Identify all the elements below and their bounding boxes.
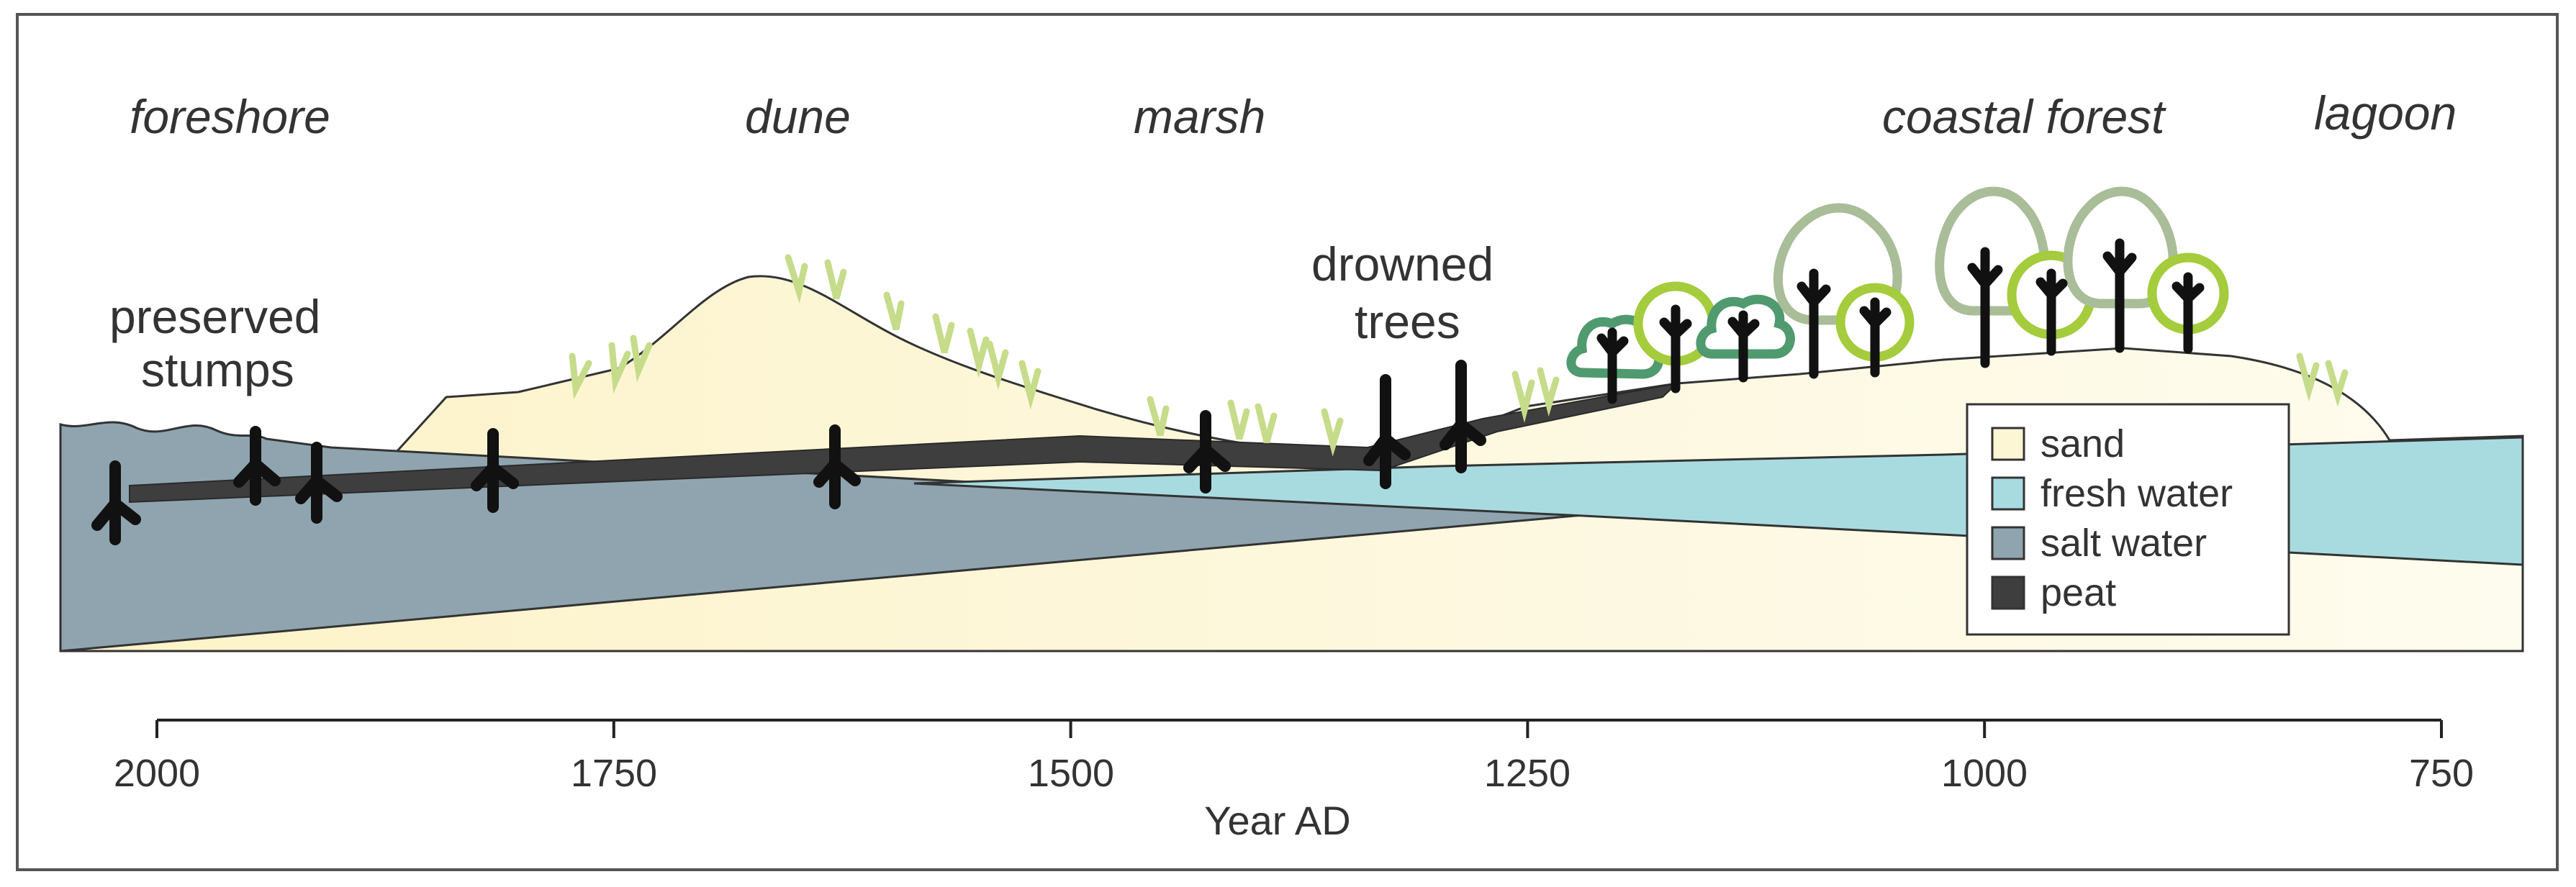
stump-icon xyxy=(1183,410,1231,493)
axis-tick-marks xyxy=(155,720,2443,738)
trunk-icon xyxy=(1596,327,1629,404)
grass-icon xyxy=(608,342,631,394)
grass-icon xyxy=(1321,408,1344,457)
trunk-icon xyxy=(1659,304,1692,394)
grass-icon xyxy=(1537,367,1560,417)
legend-label-salt-water: salt water xyxy=(2041,522,2207,565)
grass-icon xyxy=(1147,396,1170,437)
axis-tick-label: 1500 xyxy=(1028,752,1114,795)
grass-icon xyxy=(932,313,955,354)
axis-tick-label: 2000 xyxy=(114,752,200,795)
legend-label-fresh-water: fresh water xyxy=(2041,472,2233,515)
legend-item-sand: sand xyxy=(1991,422,2125,465)
legend-item-peat: peat xyxy=(1991,571,2116,614)
axis-tick-label: 1000 xyxy=(1941,752,2028,795)
grass-icon xyxy=(1227,399,1250,440)
drowned-tree-icon xyxy=(1363,374,1411,489)
time-axis: 2000 1750 1500 1250 1000 750 Year AD xyxy=(114,719,2474,843)
trunk-icon xyxy=(1859,297,1892,378)
grass-icon xyxy=(967,327,990,378)
coastal-forest-trees xyxy=(1566,186,2229,379)
legend-item-fresh-water: fresh water xyxy=(1991,472,2233,515)
callout-preserved-stumps-line1: preserved xyxy=(109,290,321,343)
vegetation xyxy=(569,254,2349,457)
peat-layer xyxy=(129,382,1680,504)
legend-swatch-salt-water xyxy=(1991,526,2025,560)
preserved-stumps xyxy=(91,410,1231,545)
drowned-trees xyxy=(1363,360,1486,489)
callout-drowned-trees-line1: drowned xyxy=(1311,237,1493,291)
grass-icon xyxy=(785,254,808,304)
axis-tick-label: 1750 xyxy=(571,752,657,795)
grass-icon xyxy=(1255,403,1278,444)
grass-icon xyxy=(883,291,905,331)
trunk-icon xyxy=(2171,272,2205,354)
zone-label-lagoon: lagoon xyxy=(2314,86,2457,140)
stump-icon xyxy=(295,442,343,524)
grass-icon xyxy=(986,340,1009,391)
axis-tick-label: 750 xyxy=(2409,752,2474,795)
grass-icon xyxy=(1511,370,1535,423)
trunk-icon xyxy=(1727,310,1760,383)
grass-icon xyxy=(1018,360,1041,410)
drowned-tree-icon xyxy=(1440,360,1486,473)
legend-label-sand: sand xyxy=(2041,422,2125,465)
stump-icon xyxy=(813,424,861,509)
zone-label-dune: dune xyxy=(745,90,851,143)
trunk-icon xyxy=(2102,238,2137,353)
axis-title: Year AD xyxy=(1204,798,1350,843)
callout-drowned-trees-line2: trees xyxy=(1355,295,1460,348)
legend-swatch-sand xyxy=(1991,427,2025,461)
trunk-icon xyxy=(1797,268,1831,379)
grass-icon xyxy=(2296,352,2320,402)
stump-icon xyxy=(471,428,519,513)
zone-label-marsh: marsh xyxy=(1134,90,1265,143)
stump-icon xyxy=(233,426,281,506)
callout-preserved-stumps-line2: stumps xyxy=(141,343,294,396)
grass-icon xyxy=(569,352,592,400)
legend-swatch-peat xyxy=(1991,576,2025,610)
grass-icon xyxy=(2325,360,2349,407)
trunk-icon xyxy=(1967,247,2003,368)
grass-icon xyxy=(824,259,847,300)
legend-swatch-fresh-water xyxy=(1991,476,2025,511)
grass-icon xyxy=(630,335,653,383)
coastal-forest-trunks xyxy=(1596,238,2205,404)
stump-icon xyxy=(91,460,141,545)
axis-tick-label: 1250 xyxy=(1484,752,1571,795)
legend: sand fresh water salt water peat xyxy=(1966,403,2290,636)
legend-item-salt-water: salt water xyxy=(1991,522,2207,565)
legend-label-peat: peat xyxy=(2041,571,2116,614)
zone-label-foreshore: foreshore xyxy=(130,90,330,143)
trunk-icon xyxy=(2035,268,2068,356)
zone-label-coastal-forest: coastal forest xyxy=(1882,90,2166,143)
